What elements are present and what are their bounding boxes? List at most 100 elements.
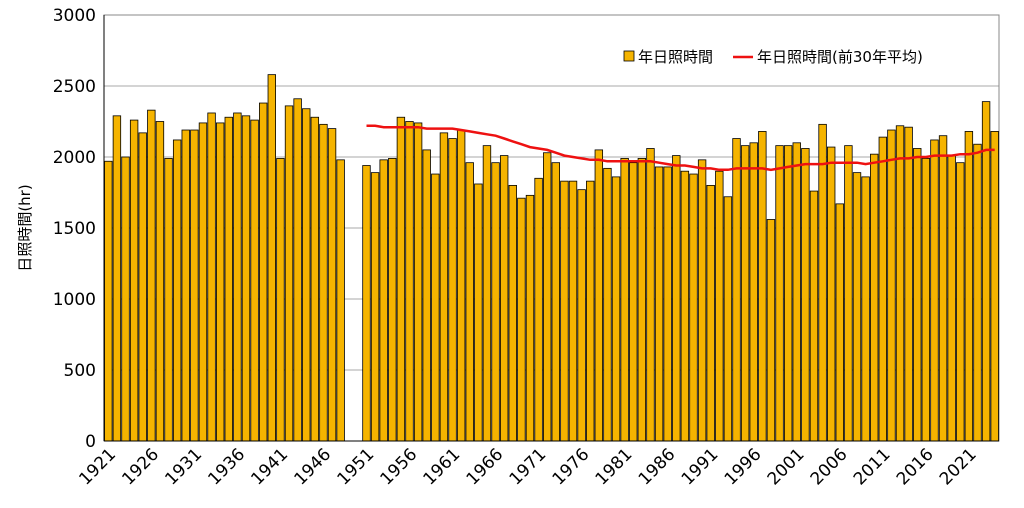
bar (482, 145, 492, 442)
x-tick-label: 1971 (506, 445, 551, 490)
bar (379, 159, 388, 442)
bar (827, 146, 836, 442)
bar (525, 194, 535, 442)
bar (551, 162, 560, 442)
y-tick-label: 0 (85, 432, 96, 452)
bar (284, 105, 294, 442)
x-tick-label: 2006 (807, 445, 852, 490)
bar (362, 165, 371, 442)
bar (405, 121, 414, 442)
bar (775, 145, 784, 442)
bar (543, 152, 552, 442)
bar (646, 148, 655, 442)
bar (594, 149, 604, 442)
bar (766, 219, 776, 442)
x-tick-label: 1941 (247, 445, 292, 490)
x-tick-label: 1946 (290, 445, 335, 490)
bar (783, 145, 793, 442)
bar (697, 159, 707, 442)
bar (215, 122, 225, 442)
bar (577, 189, 586, 442)
bar (198, 122, 208, 442)
bar (413, 122, 423, 442)
bar (973, 143, 982, 442)
x-tick-label: 1926 (118, 445, 163, 490)
bar (147, 109, 156, 442)
bar (861, 176, 870, 442)
x-tick-label: 1956 (377, 445, 422, 490)
bar (878, 136, 888, 442)
bar (654, 166, 664, 442)
x-tick-label: 2011 (850, 445, 895, 490)
bar (620, 158, 629, 442)
bar (164, 158, 173, 442)
bar (887, 129, 896, 442)
bar (172, 139, 182, 442)
y-tick-label: 1500 (53, 219, 96, 239)
bar (637, 158, 647, 442)
x-tick-label: 2016 (893, 445, 938, 490)
bar (870, 153, 879, 442)
bar (560, 180, 569, 442)
y-tick-label: 500 (64, 361, 96, 381)
bar (190, 129, 199, 442)
line (366, 124, 995, 172)
y-axis-label: 日照時間(hr) (16, 184, 34, 271)
bar (121, 156, 130, 442)
y-tick-label: 3000 (53, 6, 96, 26)
bar (758, 131, 767, 442)
bar (465, 162, 474, 442)
bar (207, 112, 216, 442)
x-tick-label: 1991 (678, 445, 723, 490)
legend-label: 年日照時間 (638, 48, 713, 66)
bar (138, 132, 147, 442)
bar (603, 167, 612, 442)
bar (439, 132, 449, 442)
x-tick-label: 1961 (420, 445, 465, 490)
bar (534, 177, 543, 442)
bar (474, 183, 483, 442)
bar (801, 148, 810, 442)
bar (818, 123, 827, 442)
bar (568, 180, 578, 442)
bar (250, 119, 259, 442)
bar (947, 155, 956, 442)
bar (990, 131, 999, 442)
bar (491, 162, 500, 442)
bar (104, 160, 113, 442)
y-tick-label: 2000 (53, 148, 96, 168)
legend-swatch (623, 50, 635, 62)
bar (809, 190, 819, 442)
bar (224, 116, 233, 442)
bar (938, 135, 948, 442)
bar (964, 131, 974, 442)
bar (732, 138, 741, 442)
bar (327, 128, 337, 442)
x-tick-label: 1981 (592, 445, 637, 490)
bar (499, 155, 509, 442)
bar (508, 184, 517, 442)
bar (956, 162, 965, 442)
bar (396, 116, 406, 442)
bar (112, 115, 122, 442)
bar (680, 170, 690, 442)
bar (749, 142, 758, 442)
x-tick-label: 1976 (549, 445, 594, 490)
x-tick-label: 2021 (936, 445, 981, 490)
bar (844, 145, 853, 442)
bar (517, 197, 526, 442)
bar (276, 158, 285, 442)
bar (715, 170, 724, 442)
bar (835, 203, 844, 442)
bar (388, 158, 397, 442)
x-tick-label: 1931 (161, 445, 206, 490)
bar (319, 123, 328, 442)
bar (904, 126, 913, 442)
bar (663, 166, 672, 442)
bar (129, 119, 139, 442)
bar (181, 129, 190, 442)
bar (293, 98, 302, 442)
bar (740, 145, 750, 442)
bar (930, 139, 939, 442)
bar (233, 112, 242, 442)
